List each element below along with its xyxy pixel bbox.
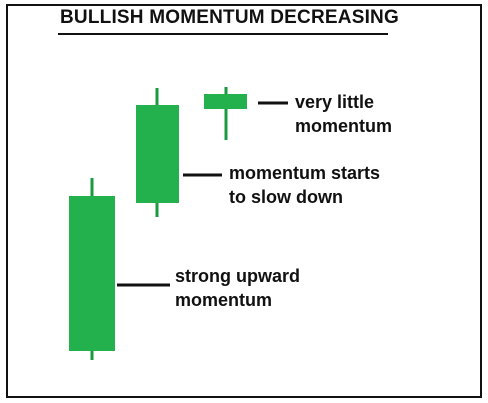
small-candle [204,87,247,140]
small-candle-label: very little momentum [295,90,392,138]
medium-candle-body [136,105,179,203]
small-candle-label-line-2: momentum [295,116,393,136]
diagram-title: BULLISH MOMENTUM DECREASING [60,7,399,28]
big-candle-label-line-2: momentum [175,290,273,310]
medium-candle-label-line-2: to slow down [229,187,343,207]
small-candle-label-line-1: very little [295,92,375,112]
big-candle [69,178,115,360]
big-candle-body [69,196,115,351]
medium-candle [136,88,179,217]
small-candle-body [204,94,247,109]
medium-candle-label-line-1: momentum starts [229,163,381,183]
big-candle-label: strong upward momentum [175,264,300,312]
medium-candle-label: momentum starts to slow down [229,161,380,209]
big-candle-label-line-1: strong upward [175,266,300,286]
title-underline [58,33,388,35]
